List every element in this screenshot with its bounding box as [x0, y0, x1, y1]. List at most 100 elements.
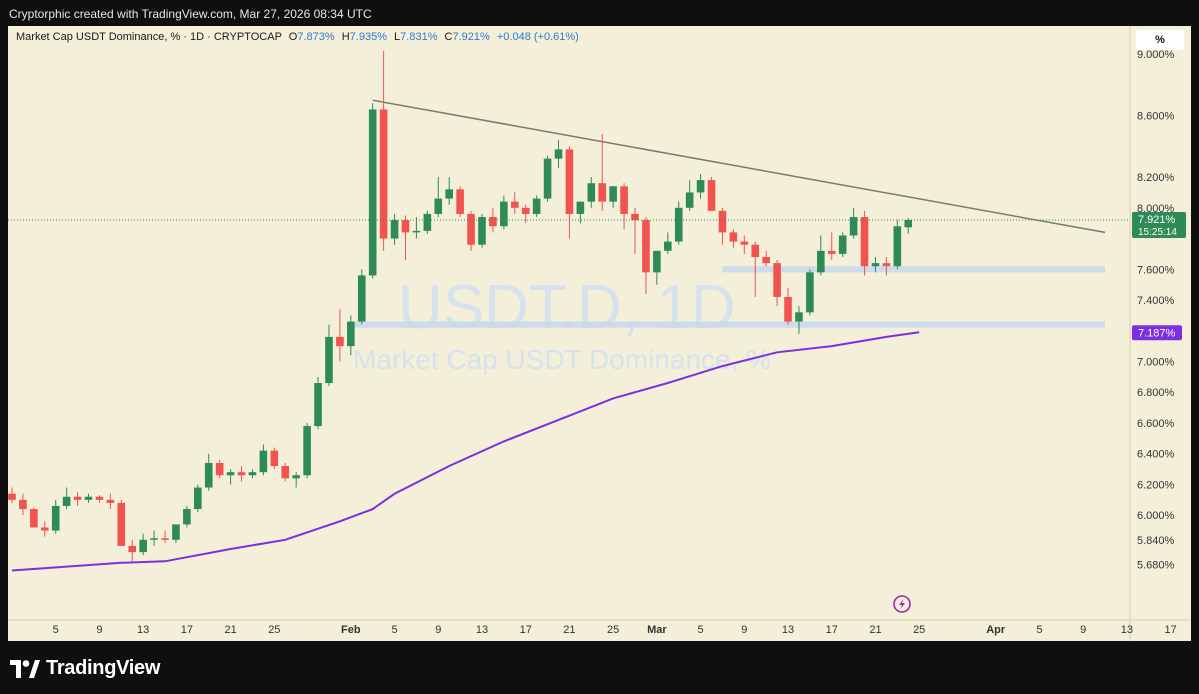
- candle: [84, 493, 93, 503]
- candle-body: [204, 462, 213, 488]
- candle-body: [62, 496, 71, 506]
- candle-body: [740, 241, 749, 245]
- candle: [368, 103, 377, 279]
- chart-frame[interactable]: USDT.D, 1D Market Cap USDT Dominance, % …: [8, 26, 1191, 641]
- footer-bar: [0, 641, 1199, 694]
- candle: [259, 444, 268, 476]
- candle-body: [817, 250, 825, 273]
- candle: [587, 177, 596, 208]
- candle-body: [379, 109, 388, 239]
- x-tick-label: 17: [520, 624, 532, 636]
- candle: [598, 134, 607, 211]
- price-axis[interactable]: 9.400%9.000%8.600%8.200%8.000%7.600%7.40…: [1137, 26, 1175, 571]
- candle: [631, 207, 639, 254]
- candle-body: [510, 201, 519, 208]
- candle: [893, 220, 902, 270]
- candle: [565, 146, 574, 239]
- candle: [51, 499, 60, 534]
- candle-body: [489, 217, 497, 227]
- candle: [532, 195, 541, 218]
- candle: [838, 232, 847, 257]
- candle: [871, 256, 880, 273]
- candle-body: [19, 499, 27, 510]
- tradingview-logo[interactable]: TradingView: [10, 657, 160, 680]
- candle: [904, 217, 913, 234]
- x-tick-label: 9: [741, 624, 747, 636]
- candle: [664, 232, 672, 254]
- symbol-name: Market Cap USDT Dominance, % · 1D · CRYP…: [16, 31, 282, 43]
- candle: [827, 232, 836, 261]
- candle: [270, 447, 279, 470]
- candle: [128, 539, 137, 562]
- candle: [434, 177, 443, 218]
- candle-body: [237, 472, 246, 476]
- chart-canvas[interactable]: USDT.D, 1D Market Cap USDT Dominance, % …: [8, 26, 1191, 641]
- candle-body: [226, 472, 235, 476]
- ma-value-badge-text: 7.187%: [1138, 327, 1176, 339]
- high-key: H: [341, 31, 350, 43]
- candle: [718, 207, 727, 245]
- x-tick-label: Mar: [647, 624, 667, 636]
- candle: [194, 484, 202, 513]
- x-tick-label: 5: [53, 624, 59, 636]
- candle-body: [30, 509, 38, 528]
- candle-body: [412, 230, 421, 233]
- lightning-icon[interactable]: [893, 595, 911, 613]
- close-value: 7.921%: [452, 31, 490, 43]
- candle-body: [423, 213, 432, 231]
- candle-body: [259, 450, 268, 473]
- price-badges: 7.921%15:25:14 7.187%: [1132, 211, 1186, 341]
- x-tick-label: 17: [1164, 624, 1176, 636]
- x-tick-label: 21: [869, 624, 881, 636]
- candle-body: [762, 256, 770, 264]
- candle: [762, 250, 770, 267]
- candle-body: [139, 539, 147, 553]
- candle-body: [467, 213, 475, 245]
- trendline: [372, 99, 1106, 234]
- candle-body: [172, 524, 180, 540]
- attribution-text: Cryptorphic created with TradingView.com…: [9, 7, 372, 21]
- low-key: L: [394, 31, 401, 43]
- candle: [609, 186, 617, 208]
- y-tick-label: 6.600%: [1137, 418, 1175, 430]
- candle: [172, 524, 180, 543]
- candle-body: [882, 263, 891, 267]
- candle-body: [106, 499, 115, 503]
- candle: [685, 180, 694, 211]
- candle: [576, 201, 585, 224]
- watermark-big: USDT.D, 1D: [398, 273, 736, 342]
- x-tick-label: 25: [913, 624, 925, 636]
- candle-body: [904, 219, 913, 228]
- candle: [19, 493, 27, 516]
- attribution-bar: Cryptorphic created with TradingView.com…: [0, 0, 1199, 26]
- candle-body: [642, 220, 650, 273]
- candle-body: [543, 158, 552, 199]
- candle-body: [784, 296, 792, 322]
- candle: [379, 51, 388, 251]
- x-tick-label: 13: [476, 624, 488, 636]
- open-key: O: [288, 31, 298, 43]
- candle: [467, 210, 475, 251]
- candle: [696, 173, 705, 199]
- candle: [390, 213, 399, 245]
- candle-body: [401, 220, 410, 233]
- candle-body: [576, 201, 585, 214]
- candle: [347, 315, 355, 356]
- candle-body: [696, 180, 705, 193]
- percent-scale-button[interactable]: %: [1136, 30, 1184, 50]
- candle-body: [795, 312, 803, 322]
- y-tick-label: 5.840%: [1137, 535, 1175, 547]
- candle-body: [532, 198, 541, 214]
- x-tick-label: Apr: [986, 624, 1006, 636]
- candle-body: [128, 545, 137, 553]
- candle-body: [281, 466, 290, 479]
- candle-body: [729, 232, 738, 242]
- time-axis[interactable]: 5 9 13 17 21 25 Feb 5 9 13 17 21 25 Mar 5 9 13 17 21 25 Apr 5…: [53, 624, 1177, 636]
- candle: [401, 215, 410, 261]
- candle: [325, 324, 333, 387]
- candle: [226, 469, 235, 485]
- candle: [642, 217, 650, 294]
- candle: [150, 530, 158, 546]
- candle: [183, 505, 191, 528]
- candle: [8, 487, 16, 503]
